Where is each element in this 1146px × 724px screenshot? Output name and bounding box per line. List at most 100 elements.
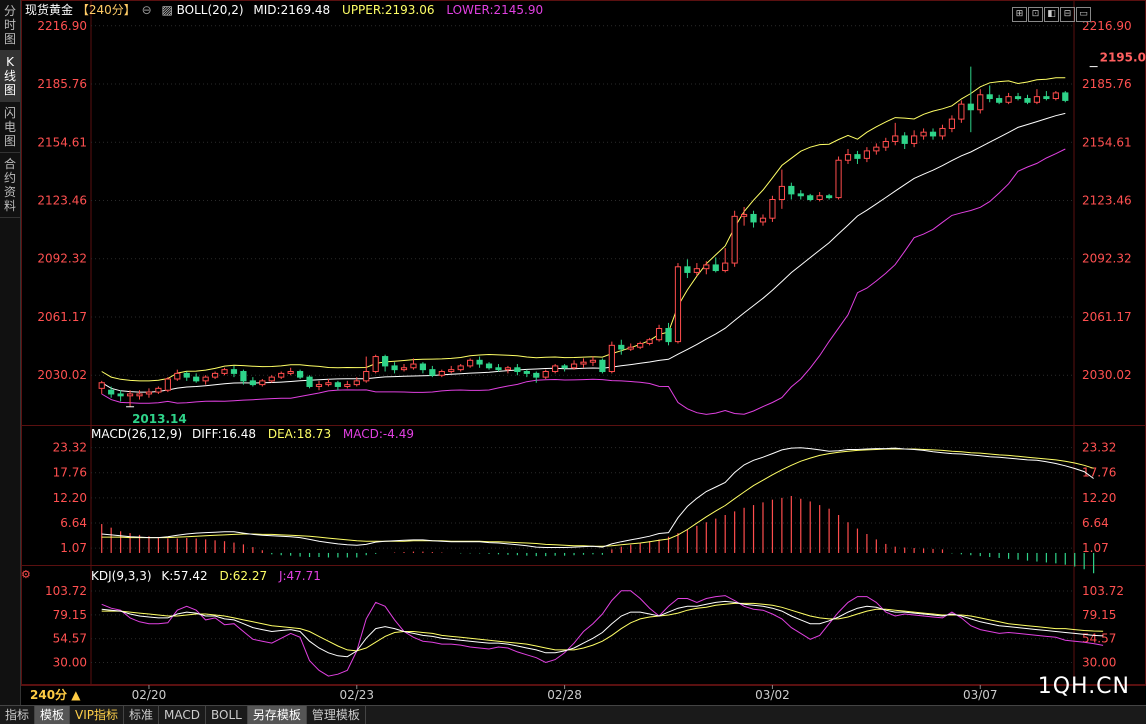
candle-body [778, 185, 785, 200]
candle-body [211, 372, 219, 378]
candle [731, 210, 738, 267]
y-tick-left: 54.57 [53, 632, 87, 646]
candle-body [580, 361, 587, 365]
macd-panel[interactable] [101, 447, 1095, 574]
candle [325, 378, 332, 387]
y-tick-right: 2185.76 [1082, 77, 1132, 91]
candle-body [249, 380, 256, 386]
candle [344, 380, 351, 389]
candle [844, 149, 852, 164]
candle-body [117, 393, 124, 397]
candle [967, 66, 974, 133]
y-axis-labels: 2216.90 2216.90 2185.76 2185.76 2154.61 2154.… [37, 19, 1131, 670]
candle-body [297, 371, 304, 378]
candle-body [372, 356, 379, 373]
candle-body [306, 376, 313, 387]
candle-body [287, 371, 294, 374]
candle [382, 354, 389, 372]
bottom-tab-0[interactable]: 指标 [0, 706, 36, 724]
candle [552, 364, 559, 374]
period-indicator[interactable]: 240分 ▲ [30, 687, 81, 702]
candle-body [882, 141, 889, 148]
candle-body [618, 344, 625, 350]
y-tick-left: 23.32 [53, 441, 87, 455]
candle [759, 214, 767, 226]
y-tick-left: 17.76 [53, 466, 87, 480]
window-button-2-icon[interactable]: ◧ [1044, 7, 1059, 22]
bottom-tab-6[interactable]: 另存模板 [247, 706, 307, 724]
candle-body [259, 380, 266, 386]
kdj-panel[interactable] [101, 590, 1104, 677]
sidebar-tab-3[interactable]: 合 约 资 料 [0, 153, 20, 218]
y-tick-right: 1.07 [1082, 541, 1109, 555]
candle-body [514, 367, 521, 373]
candle-body [504, 367, 512, 371]
candle-body [126, 393, 134, 397]
window-button-1-icon[interactable]: ⊡ [1028, 7, 1043, 22]
candle-body [164, 378, 171, 391]
window-button-0-icon[interactable]: ⊞ [1012, 7, 1027, 22]
bottom-tab-1[interactable]: 模板 [35, 706, 71, 724]
y-tick-right: 6.64 [1082, 516, 1109, 530]
candle-body [627, 346, 634, 350]
gridlines [91, 25, 1074, 664]
candle-body [740, 213, 748, 217]
bottom-tab-4[interactable]: MACD [159, 706, 207, 724]
candle [674, 263, 682, 344]
chart-area[interactable]: 2216.90 2216.90 2185.76 2185.76 2154.61 2154.… [21, 0, 1146, 705]
candle-body [1043, 96, 1050, 100]
candle-body [410, 363, 417, 369]
candle-body [552, 365, 559, 373]
candle [826, 193, 833, 200]
candle-body [608, 344, 615, 373]
price-panel[interactable]: 2195.07 2013.14 [98, 51, 1146, 426]
candle-body [731, 215, 738, 264]
candle [788, 182, 795, 200]
kdj-settings-icon[interactable]: ⚙ [21, 568, 31, 581]
candle [410, 358, 417, 370]
candle-body [589, 359, 597, 363]
bottom-tab-7[interactable]: 管理模板 [307, 706, 366, 724]
candle [315, 380, 323, 391]
window-button-3-icon[interactable]: ⊟ [1060, 7, 1075, 22]
candle [98, 380, 105, 394]
y-tick-left: 2216.90 [37, 19, 87, 33]
candle-body [788, 185, 795, 195]
candle [693, 263, 700, 277]
window-button-4-icon[interactable]: ▭ [1076, 7, 1091, 22]
candle [835, 156, 842, 200]
y-tick-left: 2123.46 [37, 194, 87, 208]
candle [429, 365, 436, 378]
candle-body [183, 372, 190, 378]
candle-body [797, 193, 804, 197]
candle [504, 365, 512, 374]
candle-body [155, 387, 162, 393]
candle [1005, 92, 1012, 105]
candle [193, 373, 200, 383]
candle [580, 358, 587, 368]
candle [400, 364, 408, 372]
candle [174, 369, 181, 381]
bottom-tab-5[interactable]: BOLL [206, 706, 248, 724]
candle [391, 362, 398, 374]
candle [996, 94, 1003, 105]
y-tick-left: 12.20 [53, 491, 87, 505]
candle-body [911, 135, 918, 144]
boll-lower-line [101, 148, 1066, 415]
bottom-tab-2[interactable]: VIP指标 [70, 706, 125, 724]
sidebar-tab-0[interactable]: 分 时 图 [0, 0, 20, 51]
boll-icon: ▨ [161, 3, 172, 17]
candle-body [1014, 96, 1022, 100]
y-tick-left: 30.00 [53, 656, 87, 670]
sidebar-tab-1[interactable]: K 线 图 [0, 51, 20, 102]
macd-macd-value: MACD:-4.49 [343, 427, 414, 441]
candle [117, 390, 124, 402]
candle [807, 193, 814, 202]
bottom-tab-3[interactable]: 标准 [124, 706, 160, 724]
sidebar-tab-2[interactable]: 闪 电 图 [0, 102, 20, 153]
candle [1052, 91, 1059, 101]
low-label: 2013.14 [132, 412, 187, 426]
candle-body [561, 365, 568, 369]
candle-body [759, 217, 767, 223]
candle [911, 130, 918, 148]
